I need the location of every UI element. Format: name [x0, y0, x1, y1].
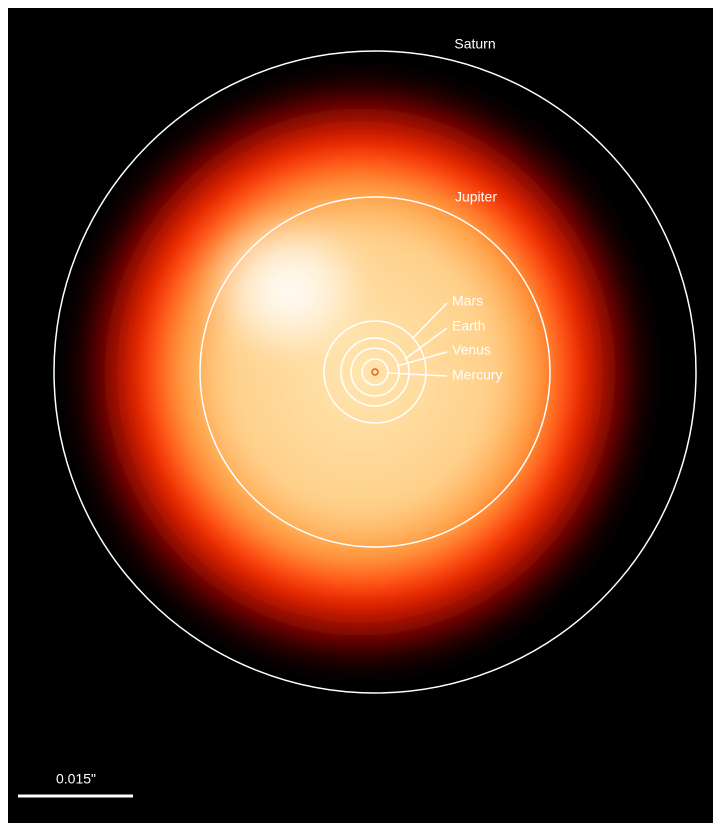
sun: [371, 368, 379, 376]
leader-line: [387, 372, 448, 377]
scale-label: 0.015": [56, 771, 96, 787]
leader-line: [396, 351, 448, 367]
venus-orbit: [350, 347, 400, 397]
leader-line: [404, 327, 448, 360]
jupiter-orbit: [199, 196, 551, 548]
saturn-orbit: [53, 50, 697, 694]
star: [60, 62, 660, 682]
earth-orbit: [340, 337, 410, 407]
orbits: [53, 50, 697, 694]
label: Saturn: [454, 36, 495, 52]
label: Earth: [452, 318, 485, 334]
label: Venus: [452, 342, 491, 358]
mars-orbit: [323, 320, 427, 424]
label: Mars: [452, 293, 483, 309]
label: Jupiter: [455, 189, 497, 205]
label: Mercury: [452, 367, 503, 383]
leader-line: [412, 302, 448, 339]
mercury-orbit: [361, 358, 389, 386]
